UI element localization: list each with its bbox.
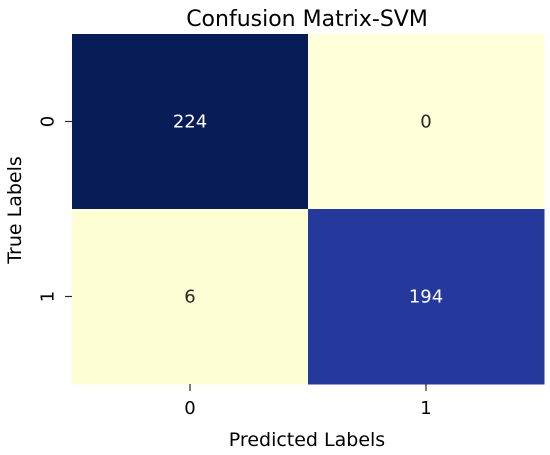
heatmap-cell-r1-c0 — [72, 209, 309, 385]
heatmap-cell-r1-c1 — [308, 209, 545, 385]
y-tick-label: 0 — [38, 116, 59, 127]
x-tick-label: 1 — [420, 398, 431, 419]
x-tick-label: 0 — [184, 398, 195, 419]
y-axis-label: True Labels — [4, 156, 26, 265]
x-axis-label: Predicted Labels — [229, 429, 385, 451]
cell-value-label: 0 — [420, 112, 431, 133]
heatmap-cell-r0-c1 — [308, 34, 545, 210]
cell-value-label: 224 — [173, 112, 207, 133]
heatmap-cell-r0-c0 — [72, 34, 309, 210]
heatmap-cells — [72, 34, 545, 385]
cell-value-label: 194 — [409, 287, 443, 308]
y-axis-ticks: 01 — [38, 116, 72, 302]
cell-value-label: 6 — [184, 287, 195, 308]
y-tick-label: 1 — [38, 291, 59, 302]
heatmap-cell-labels: 224 0 6 194 — [173, 112, 443, 308]
chart-title: Confusion Matrix-SVM — [186, 7, 428, 32]
